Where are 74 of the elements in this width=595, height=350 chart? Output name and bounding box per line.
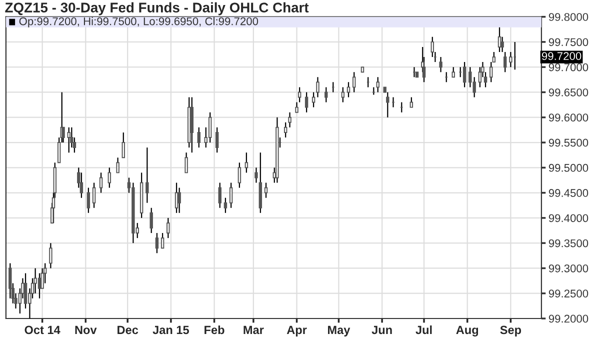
candlestick [116,157,120,174]
candlestick [254,167,258,184]
x-tick-label: Oct 14 [24,326,60,334]
candlestick [452,66,455,78]
candlestick [295,102,298,113]
candlestick [284,122,288,138]
candlestick [352,72,356,93]
candlestick [229,182,233,208]
candlestick [197,126,200,148]
candlestick [376,76,380,93]
x-tick-label: Feb [204,325,224,334]
candlestick [288,112,292,128]
candlestick [160,232,164,249]
candlestick [86,187,90,214]
x-tick-label: Aug [456,326,478,336]
y-tick-label: 99.5000 [548,164,588,172]
y-tick-label: 99.3500 [548,239,588,248]
candlestick [439,56,442,73]
y-tick-label: 99.6000 [548,114,588,122]
candlestick [224,197,228,214]
x-tick-label: May [328,326,350,336]
candlestick [346,82,350,98]
x-tick-label: Apr [286,326,307,336]
annotation: Op:99.7200, Hi:99.7500, Lo:99.6950, Cl:99.7200 [19,17,258,28]
y-tick-label: 99.4500 [548,189,588,197]
candlestick [312,92,316,108]
x-tick-label: Jul [416,325,432,334]
candlestick [462,62,466,88]
candlestick [122,132,125,158]
candlestick [304,92,308,113]
x-tick-label: Jun [372,326,392,334]
candlestick [150,207,153,234]
chart-title: ZQZ15 - 30-Day Fed Funds - Daily OHLC Chart [5,2,309,16]
y-tick-label: 99.3000 [548,264,588,272]
candlestick [166,217,170,239]
candlestick [24,272,28,309]
candlestick [238,162,242,188]
candlestick [70,126,74,148]
x-tick-label: Dec [118,326,138,334]
candlestick [155,232,159,254]
candlestick [146,146,149,204]
y-tick-label: 99.4000 [548,214,588,222]
candlestick [108,167,112,188]
candlestick [264,182,268,198]
candlestick [92,182,96,208]
candlestick [99,172,103,194]
y-tick-label: 99.7500 [548,38,588,46]
candlestick [178,187,181,214]
y-tick-label: 99.2000 [548,314,588,323]
candlestick [316,76,320,98]
candlestick [49,242,52,269]
candlestick [298,86,302,103]
candlestick [244,152,248,174]
x-tick-label: Mar [244,326,264,334]
candlestick [430,36,434,58]
y-tick-label: 99.5500 [548,138,588,147]
candlestick [509,51,512,68]
x-tick-label: Nov [75,326,97,334]
candlestick [184,152,188,174]
candlestick [410,96,414,108]
candlestick [215,126,219,154]
candlestick [341,86,345,103]
y-tick-label: 99.2500 [548,290,588,298]
annotation: 99.7200 [542,52,582,60]
candlestick [218,182,222,208]
candlestick [67,126,70,154]
y-tick-label: 99.7000 [548,63,588,72]
x-tick-label: Sep [500,326,522,336]
candlestick [208,112,212,144]
y-tick-label: 99.8000 [548,13,588,21]
x-tick-label: Jan 15 [152,326,189,334]
candlestick [324,86,328,103]
candlestick [503,51,507,73]
y-tick-label: 99.6500 [548,88,588,96]
